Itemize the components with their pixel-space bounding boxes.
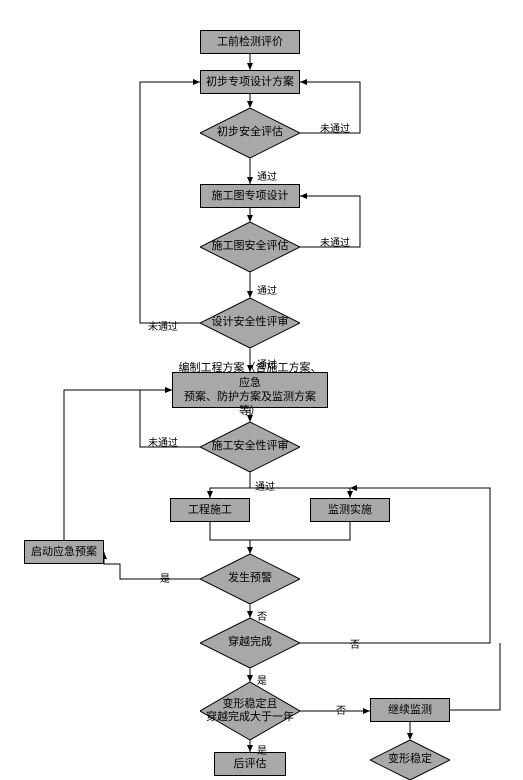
node-label: 工前检测评价 — [217, 35, 283, 49]
node-label: 编制工程方案（含施工方案、应急预案、防护方案及监测方案等） — [177, 361, 323, 418]
edge-label-e_d7_yes: 是 — [257, 742, 267, 757]
edge-label-e_d4_fail: 未通过 — [148, 434, 178, 449]
node-d8: 变形稳定 — [370, 740, 450, 780]
edge — [210, 488, 250, 498]
node-d1: 初步安全评估 — [200, 108, 300, 158]
node-n3: 施工图专项设计 — [200, 184, 300, 208]
node-d4: 施工安全性评审 — [200, 422, 300, 472]
node-label: 变形稳定 — [388, 753, 432, 766]
edge-label-e_d6_no: 否 — [350, 636, 360, 651]
node-label: 设计安全性评审 — [212, 316, 289, 329]
node-label: 穿越完成 — [228, 636, 272, 649]
edge-label-e_d3_fail: 未通过 — [148, 318, 178, 333]
edge-label-e_d1_pass: 通过 — [257, 168, 277, 183]
node-n9: 后评估 — [214, 752, 286, 776]
edge — [450, 643, 500, 710]
node-d3: 设计安全性评审 — [200, 298, 300, 348]
edge-label-e_d2_fail: 未通过 — [320, 234, 350, 249]
node-label: 后评估 — [234, 757, 267, 771]
node-label: 启动应急预案 — [31, 545, 97, 559]
node-label: 工程施工 — [188, 503, 232, 517]
node-label: 施工图安全评估 — [212, 240, 289, 253]
edge-label-e_d6_yes: 是 — [257, 672, 267, 687]
node-n6: 监测实施 — [310, 498, 390, 522]
node-label: 初步专项设计方案 — [206, 75, 294, 89]
edge-label-e_d7_no: 否 — [336, 702, 346, 717]
edge — [64, 390, 172, 540]
node-d7: 变形稳定且穿越完成大于一年 — [200, 682, 300, 740]
edge — [104, 552, 200, 579]
edge-label-e_d1_fail: 未通过 — [320, 120, 350, 135]
node-label: 施工安全性评审 — [212, 440, 289, 453]
edge-label-e_d3_pass: 通过 — [257, 356, 277, 371]
node-d5: 发生预警 — [200, 554, 300, 604]
node-n4: 编制工程方案（含施工方案、应急预案、防护方案及监测方案等） — [172, 372, 328, 408]
flowchart-canvas: 工前检测评价初步专项设计方案初步安全评估施工图专项设计施工图安全评估设计安全性评… — [0, 0, 523, 753]
edge-label-e_d5_yes: 是 — [160, 570, 170, 585]
node-label: 初步安全评估 — [217, 126, 283, 139]
node-d6: 穿越完成 — [200, 618, 300, 668]
node-n2: 初步专项设计方案 — [200, 70, 300, 94]
node-label: 施工图专项设计 — [212, 189, 289, 203]
edge-label-e_d2_pass: 通过 — [257, 282, 277, 297]
node-n8: 继续监测 — [370, 698, 450, 722]
node-label: 发生预警 — [228, 572, 272, 585]
node-n5: 工程施工 — [170, 498, 250, 522]
edge — [210, 522, 250, 554]
edge — [250, 522, 350, 540]
node-label: 继续监测 — [388, 703, 432, 717]
edge-label-e_d4_pass: 通过 — [255, 478, 275, 493]
node-n7: 启动应急预案 — [24, 540, 104, 564]
edge-label-e_d5_no: 否 — [257, 608, 267, 623]
node-n1: 工前检测评价 — [200, 30, 300, 54]
node-d2: 施工图安全评估 — [200, 222, 300, 272]
edge — [140, 82, 200, 323]
node-label: 变形稳定且穿越完成大于一年 — [206, 698, 294, 724]
node-label: 监测实施 — [328, 503, 372, 517]
